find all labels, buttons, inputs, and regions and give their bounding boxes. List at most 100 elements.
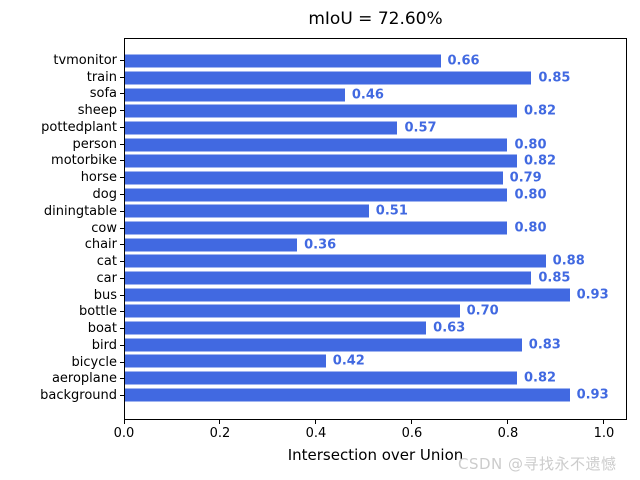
bar-value-label: 0.66 <box>447 53 480 69</box>
bar-row: 0.85 <box>125 270 626 287</box>
y-tick-row: background <box>0 387 124 404</box>
bar-row: 0.46 <box>125 86 626 103</box>
x-tick-mark <box>315 420 317 424</box>
bar-value-label: 0.82 <box>524 153 557 169</box>
x-tick-label: 0.2 <box>209 426 231 441</box>
bar-value-label: 0.79 <box>509 170 542 186</box>
y-tick-mark <box>120 59 124 61</box>
bar <box>125 188 508 202</box>
x-tick-label: 0.0 <box>113 426 135 441</box>
bar <box>125 288 570 302</box>
bar-value-label: 0.83 <box>528 337 561 353</box>
y-tick-row: tvmonitor <box>0 52 124 69</box>
y-tick-mark <box>120 378 124 380</box>
bar <box>125 154 517 168</box>
bar-row: 0.36 <box>125 236 626 253</box>
bar-row: 0.82 <box>125 370 626 387</box>
bar-value-label: 0.63 <box>433 320 466 336</box>
y-tick-mark <box>120 160 124 162</box>
bar-row: 0.63 <box>125 320 626 337</box>
bar <box>125 238 298 252</box>
plot-area: 0.66 0.85 0.46 0.82 0.57 0.80 0.82 0.79 0.80 0.51… <box>124 38 627 420</box>
y-tick-label: horse <box>80 170 117 186</box>
bar-row: 0.82 <box>125 103 626 120</box>
x-tick-mark <box>123 420 125 424</box>
bar <box>125 254 546 268</box>
bar-value-label: 0.51 <box>375 203 408 219</box>
bar-value-label: 0.80 <box>514 187 547 203</box>
bar-row: 0.42 <box>125 353 626 370</box>
y-tick-label: sheep <box>77 103 117 119</box>
x-axis-ticks: 0.0 0.2 0.4 0.6 0.8 1.0 <box>114 420 627 450</box>
y-tick-row: pottedplant <box>0 119 124 136</box>
x-tick-mark <box>411 420 413 424</box>
bar <box>125 304 460 318</box>
y-tick-label: bicycle <box>71 354 117 370</box>
x-tick-mark <box>603 420 605 424</box>
y-tick-row: train <box>0 69 124 86</box>
bar <box>125 121 398 135</box>
y-tick-mark <box>120 294 124 296</box>
bar-value-label: 0.57 <box>404 120 437 136</box>
bar-value-label: 0.93 <box>576 387 609 403</box>
y-tick-row: dog <box>0 186 124 203</box>
y-tick-mark <box>120 126 124 128</box>
chart-title: mIoU = 72.60% <box>308 9 443 29</box>
bar-row: 0.85 <box>125 70 626 87</box>
x-tick-label: 0.4 <box>305 426 327 441</box>
bar <box>125 338 522 352</box>
bar <box>125 271 532 285</box>
y-tick-mark <box>120 177 124 179</box>
bar <box>125 88 345 102</box>
bar-value-label: 0.82 <box>524 370 557 386</box>
y-tick-label: bird <box>91 337 117 353</box>
y-tick-row: person <box>0 136 124 153</box>
bar <box>125 71 532 85</box>
bar-value-label: 0.88 <box>552 253 585 269</box>
y-tick-row: chair <box>0 236 124 253</box>
bar-row: 0.80 <box>125 186 626 203</box>
bar-value-label: 0.82 <box>524 103 557 119</box>
y-tick-mark <box>120 93 124 95</box>
bar-row: 0.51 <box>125 203 626 220</box>
x-tick-label: 0.6 <box>401 426 423 441</box>
y-tick-row: bicycle <box>0 354 124 371</box>
bar-row: 0.70 <box>125 303 626 320</box>
y-tick-label: bus <box>93 287 117 303</box>
bar <box>125 171 503 185</box>
bar <box>125 221 508 235</box>
y-tick-mark <box>120 143 124 145</box>
x-tick-label: 1.0 <box>593 426 615 441</box>
x-tick-label: 0.8 <box>497 426 519 441</box>
y-tick-label: pottedplant <box>41 119 117 135</box>
y-tick-label: person <box>72 136 117 152</box>
y-tick-row: cat <box>0 253 124 270</box>
y-tick-label: aeroplane <box>51 371 117 387</box>
y-tick-label: tvmonitor <box>53 52 117 68</box>
x-tick-mark <box>219 420 221 424</box>
y-tick-row: bus <box>0 287 124 304</box>
bar <box>125 104 517 118</box>
y-tick-row: diningtable <box>0 203 124 220</box>
y-tick-row: cow <box>0 220 124 237</box>
bar-value-label: 0.80 <box>514 137 547 153</box>
y-tick-label: sofa <box>89 86 117 102</box>
bars-container: 0.66 0.85 0.46 0.82 0.57 0.80 0.82 0.79 0.80 0.51… <box>125 39 626 419</box>
bar-row: 0.93 <box>125 286 626 303</box>
y-tick-row: sofa <box>0 86 124 103</box>
bar-row: 0.57 <box>125 120 626 137</box>
bar <box>125 371 517 385</box>
bar-row: 0.93 <box>125 386 626 403</box>
y-tick-mark <box>120 277 124 279</box>
y-tick-row: aeroplane <box>0 371 124 388</box>
bar-value-label: 0.80 <box>514 220 547 236</box>
y-tick-label: bottle <box>78 304 117 320</box>
bar-value-label: 0.85 <box>538 70 571 86</box>
y-tick-mark <box>120 76 124 78</box>
y-tick-label: car <box>96 270 117 286</box>
y-tick-mark <box>120 244 124 246</box>
x-tick-mark <box>507 420 509 424</box>
y-tick-row: boat <box>0 320 124 337</box>
y-tick-row: bird <box>0 337 124 354</box>
